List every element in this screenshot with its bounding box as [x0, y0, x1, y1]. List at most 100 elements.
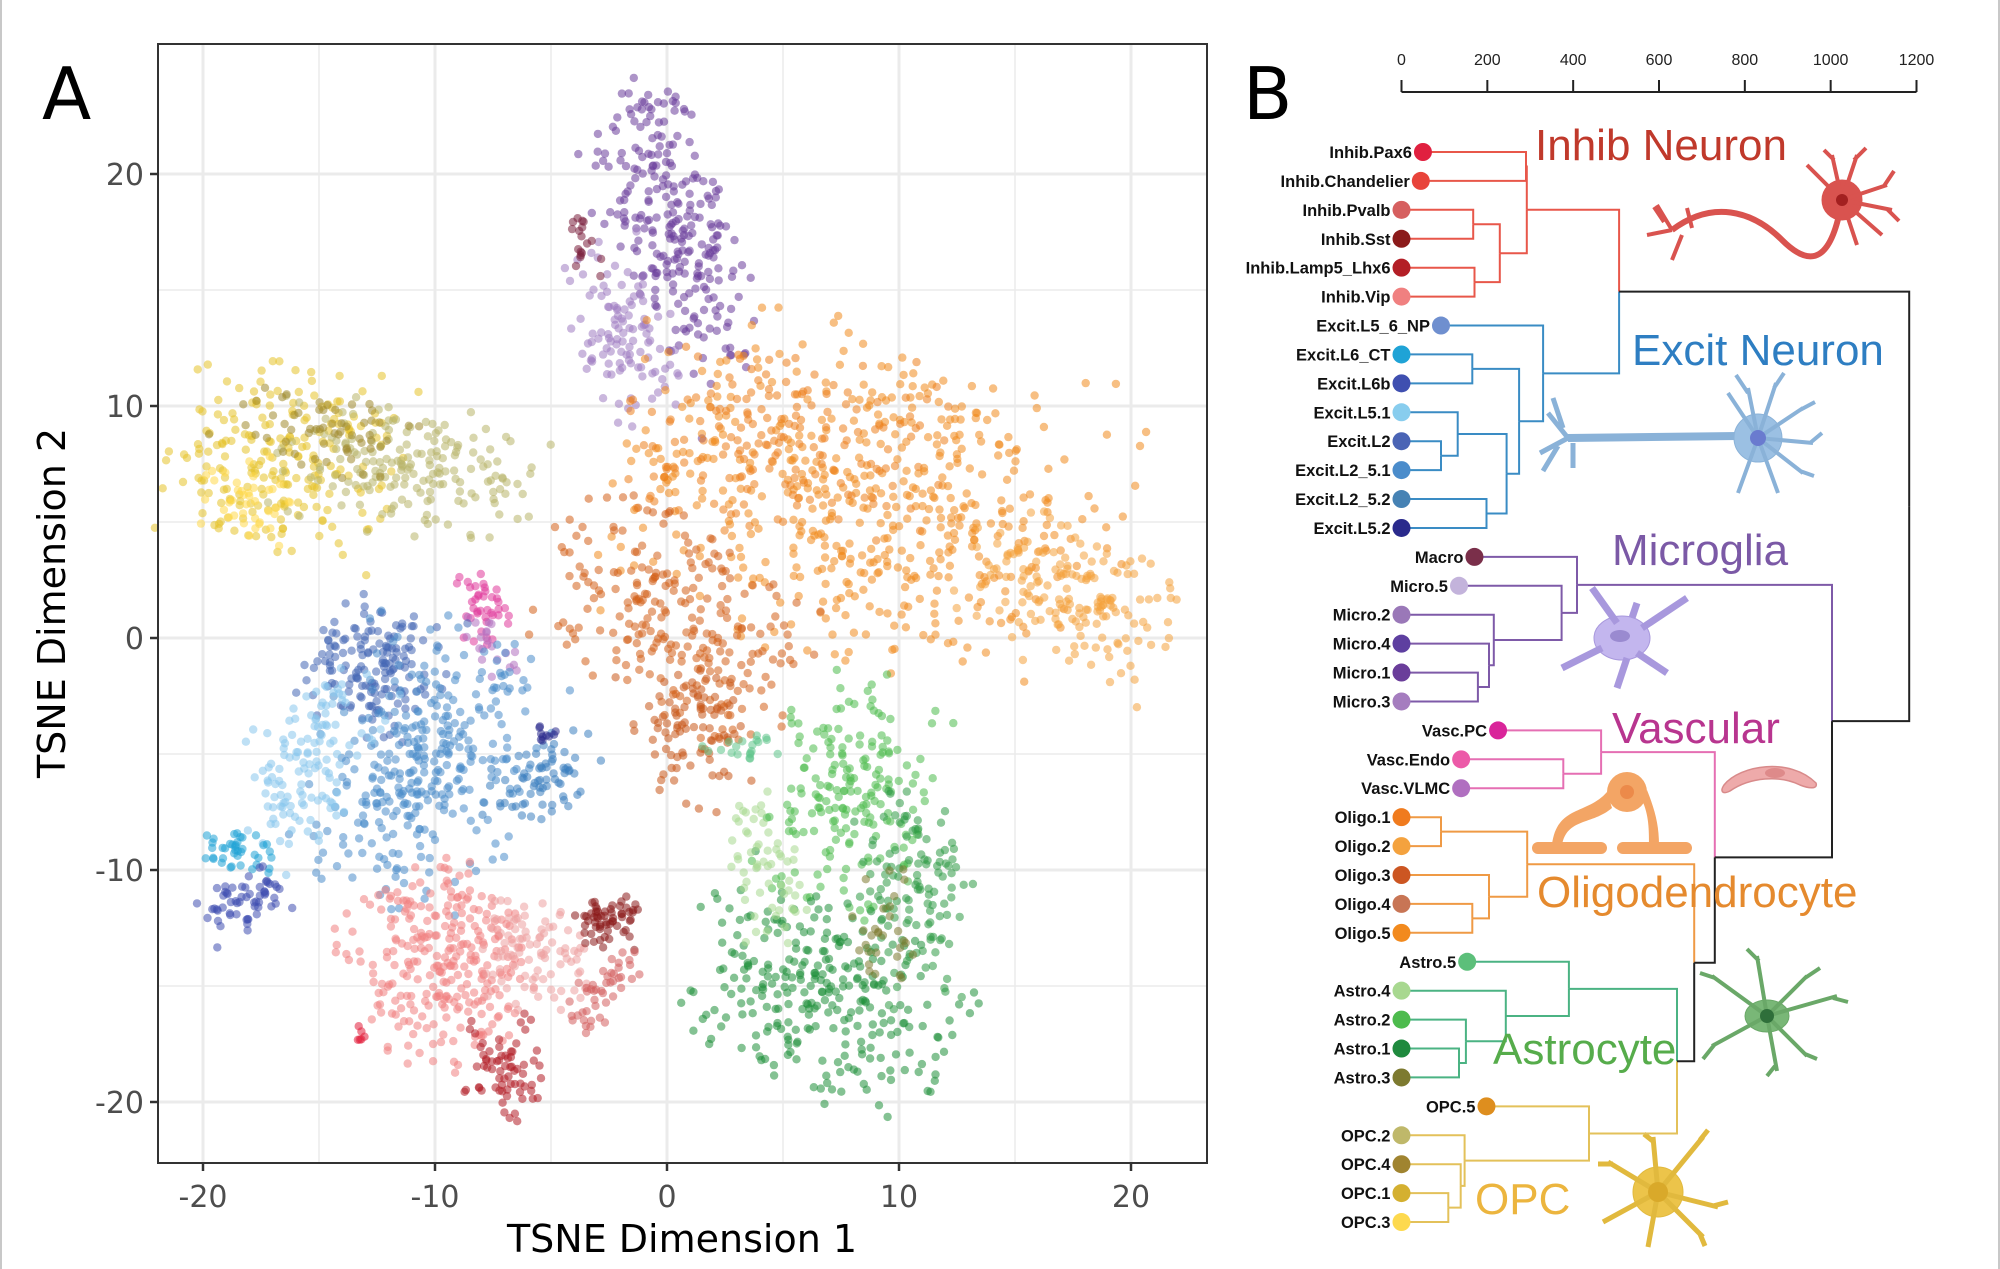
- leaf-label: Oligo.2: [1335, 838, 1391, 856]
- scatter-point: [407, 622, 416, 631]
- scatter-point: [715, 301, 725, 311]
- scatter-point: [853, 1021, 862, 1031]
- scatter-point: [650, 573, 659, 582]
- scatter-point: [860, 978, 869, 987]
- scatter-point: [798, 340, 807, 349]
- scatter-point: [412, 752, 421, 762]
- scatter-point: [436, 691, 445, 700]
- scatter-point: [915, 421, 925, 430]
- scatter-point: [219, 415, 229, 425]
- scatter-point: [534, 776, 543, 786]
- scatter-point: [705, 724, 714, 733]
- scatter-point: [557, 986, 566, 996]
- scatter-point: [194, 449, 204, 458]
- scatter-point: [376, 788, 385, 797]
- scatter-point: [680, 257, 689, 266]
- scatter-point: [630, 243, 639, 253]
- scatter-point: [331, 471, 340, 480]
- scatter-point: [728, 380, 737, 389]
- scatter-point: [387, 905, 396, 914]
- dendrogram-branch: [1589, 1061, 1678, 1135]
- scatter-point: [857, 551, 867, 560]
- scatter-point: [672, 254, 682, 263]
- scatter-point: [906, 553, 915, 563]
- scatter-point: [614, 399, 624, 408]
- scatter-point: [397, 495, 407, 504]
- scatter-point: [542, 781, 551, 791]
- scatter-point: [339, 635, 348, 645]
- scatter-point: [582, 987, 592, 996]
- scatter-point: [839, 932, 849, 942]
- scatter-point: [471, 690, 481, 699]
- scatter-point: [401, 473, 410, 482]
- scatter-point: [806, 927, 815, 936]
- scatter-point: [818, 1056, 827, 1065]
- scatter-point: [384, 416, 393, 425]
- scatter-point: [695, 591, 705, 601]
- scatter-point: [844, 697, 854, 706]
- scatter-point: [357, 1035, 366, 1044]
- scatter-point: [704, 746, 713, 756]
- leaf-inhib-sst: Inhib.Sst: [1321, 229, 1411, 249]
- scatter-point: [556, 960, 565, 969]
- scatter-point: [501, 775, 510, 785]
- leaf-dot: [1392, 866, 1411, 884]
- scatter-point: [730, 949, 739, 958]
- scatter-point: [413, 778, 422, 787]
- scatter-point: [423, 932, 432, 942]
- dendrogram-branch: [1401, 816, 1442, 832]
- scatter-point: [699, 333, 708, 342]
- scatter-point: [950, 535, 960, 544]
- scatter-point: [317, 874, 326, 883]
- scatter-point: [827, 498, 837, 507]
- scatter-point: [628, 325, 638, 334]
- scatter-point: [644, 197, 653, 206]
- scatter-point: [310, 764, 320, 773]
- scatter-point: [344, 750, 354, 759]
- scatter-point: [760, 933, 769, 943]
- scatter-point: [695, 213, 704, 222]
- scatter-point: [820, 553, 830, 562]
- scatter-point: [859, 585, 868, 594]
- scatter-point: [430, 757, 439, 766]
- scatter-point: [433, 468, 442, 477]
- scatter-point: [804, 1010, 814, 1019]
- scatter-point: [280, 419, 289, 429]
- scatter-point: [685, 595, 695, 604]
- scatter-point: [800, 988, 809, 997]
- scatter-point: [777, 722, 786, 731]
- scatter-point: [455, 743, 464, 752]
- scatter-point: [490, 498, 499, 508]
- scatter-point: [641, 426, 650, 435]
- scatter-point: [929, 564, 938, 573]
- scatter-point: [634, 236, 643, 245]
- scatter-point: [382, 833, 391, 842]
- scatter-point: [794, 738, 803, 748]
- scatter-point: [425, 971, 435, 980]
- scatter-point: [877, 731, 886, 740]
- scatter-point: [1121, 634, 1131, 643]
- scatter-point: [430, 712, 440, 721]
- scatter-point: [773, 990, 782, 999]
- scatter-point: [1038, 548, 1048, 557]
- scatter-point: [972, 542, 981, 552]
- scatter-point: [533, 966, 542, 975]
- scatter-point: [214, 395, 223, 405]
- scatter-point: [833, 1058, 843, 1067]
- scatter-point: [391, 934, 400, 943]
- scatter-point: [360, 636, 369, 645]
- scatter-point: [648, 228, 658, 237]
- scatter-point: [440, 1003, 449, 1012]
- scatter-point: [763, 787, 772, 796]
- dendrogram-branches: [1401, 151, 1911, 1223]
- figure-right-border: [1998, 0, 2000, 1269]
- scatter-point: [912, 870, 922, 880]
- leaf-dot: [1392, 923, 1411, 942]
- scatter-point: [719, 505, 728, 514]
- scatter-point: [897, 974, 906, 983]
- scatter-point: [850, 817, 859, 826]
- scatter-point: [219, 505, 229, 515]
- scatter-point: [902, 919, 911, 928]
- scatter-point: [839, 759, 848, 768]
- scatter-point: [361, 457, 371, 467]
